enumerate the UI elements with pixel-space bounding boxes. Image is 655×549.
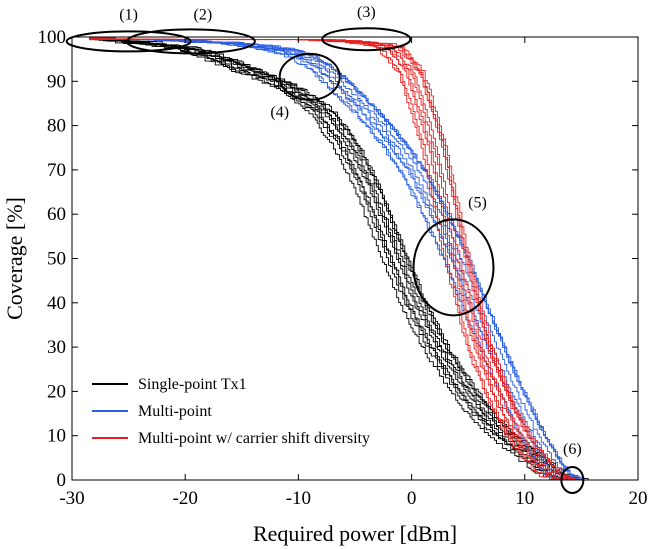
series-layer bbox=[89, 36, 638, 481]
annotation-circle bbox=[321, 27, 412, 52]
y-axis-title: Coverage [%] bbox=[2, 197, 27, 320]
x-tick-label: 0 bbox=[407, 488, 417, 509]
y-tick-label: 0 bbox=[57, 470, 67, 491]
x-tick-label: 20 bbox=[629, 488, 648, 509]
series-line bbox=[89, 37, 638, 481]
legend-label: Multi-point bbox=[138, 403, 212, 420]
annotation-label: (5) bbox=[468, 194, 487, 211]
y-tick-label: 10 bbox=[47, 426, 66, 447]
annotation-circle bbox=[278, 52, 341, 101]
y-tick-label: 20 bbox=[47, 381, 66, 402]
tick-layer: -30 -20 -10 0 10 20 0 10 20 30 40 50 60 70 80 90 100 bbox=[38, 27, 648, 509]
x-tick-label: 10 bbox=[515, 488, 534, 509]
x-tick-label: -20 bbox=[173, 488, 198, 509]
y-tick-label: 50 bbox=[47, 249, 66, 270]
x-tick-label: -10 bbox=[286, 488, 311, 509]
series-2 bbox=[89, 36, 638, 481]
annotation-circle bbox=[412, 218, 495, 317]
x-tick-label: -30 bbox=[59, 488, 84, 509]
y-tick-label: 60 bbox=[47, 204, 66, 225]
legend-label: Multi-point w/ carrier shift diversity bbox=[138, 430, 370, 447]
y-tick-label: 70 bbox=[47, 160, 66, 181]
series-line bbox=[89, 38, 638, 481]
x-axis-title: Required power [dBm] bbox=[253, 521, 457, 546]
y-tick-label: 30 bbox=[47, 337, 66, 358]
y-tick-label: 100 bbox=[38, 27, 67, 48]
annotation-label: (4) bbox=[270, 104, 289, 121]
annotation-label: (3) bbox=[357, 4, 376, 21]
annotation-label: (1) bbox=[119, 6, 138, 23]
annotation-layer: (1) (2) (3) (4) (5) (6) bbox=[65, 4, 585, 494]
series-line bbox=[89, 36, 638, 481]
y-tick-label: 80 bbox=[47, 116, 66, 137]
annotation-label: (6) bbox=[563, 441, 582, 458]
y-tick-label: 90 bbox=[47, 71, 66, 92]
y-tick-label: 40 bbox=[47, 293, 66, 314]
legend-label: Single-point Tx1 bbox=[138, 376, 247, 393]
annotation-circle bbox=[65, 30, 192, 53]
annotation-label: (2) bbox=[194, 6, 213, 23]
annotation-circle bbox=[125, 28, 256, 55]
legend: Single-point Tx1 Multi-point Multi-point w… bbox=[92, 376, 370, 447]
series-line bbox=[89, 36, 638, 481]
